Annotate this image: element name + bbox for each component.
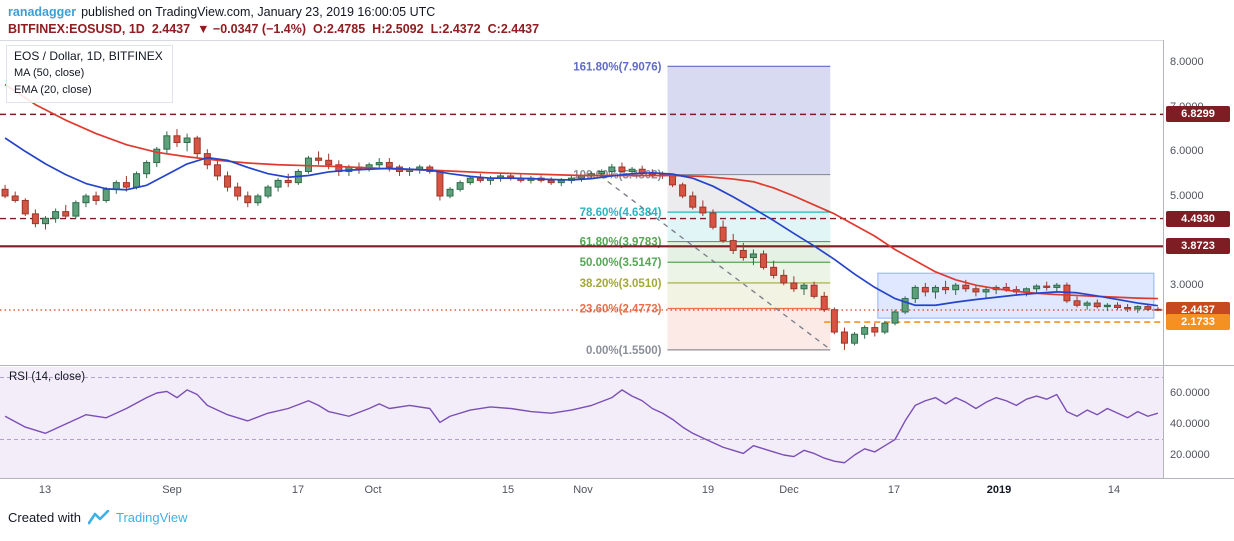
legend-symbol: EOS / Dollar, 1D, BITFINEX xyxy=(14,49,163,63)
price-axis-label: 6.0000 xyxy=(1170,145,1204,158)
price-axis[interactable]: 8.00007.00006.00005.00003.000060.000040.… xyxy=(1163,40,1234,478)
price-change: ▼ −0.0347 (−1.4%) xyxy=(197,22,307,36)
published-text: published on TradingView.com, January 23… xyxy=(81,5,436,19)
tradingview-logo-icon xyxy=(87,510,110,525)
chart-border xyxy=(0,40,1234,41)
fib-level-label: 0.00%(1.5500) xyxy=(586,345,662,357)
legend-ema: EMA (20, close) xyxy=(14,83,92,96)
low-value: L:2.4372 xyxy=(430,22,481,36)
fib-level-label: 23.60%(2.4773) xyxy=(580,304,662,316)
legend-ma: MA (50, close) xyxy=(14,67,85,79)
fib-level-label: 161.80%(7.9076) xyxy=(573,61,661,73)
time-axis-label: Dec xyxy=(779,484,799,496)
created-with-text: Created with xyxy=(8,510,81,525)
rsi-legend: RSI (14, close) xyxy=(9,371,86,383)
price-axis-badge: 2.4437 xyxy=(1166,302,1230,318)
time-axis[interactable]: 13 Sep 17 Oct 15 Nov 19 Dec 17 2019 14 xyxy=(0,478,1234,502)
chart-legend: EOS / Dollar, 1D, BITFINEX MA (50, close… xyxy=(6,45,173,103)
time-axis-label: Sep xyxy=(162,484,182,496)
author-username[interactable]: ranadagger xyxy=(8,5,77,19)
high-value: H:2.5092 xyxy=(372,22,424,36)
time-axis-label: Nov xyxy=(573,484,593,496)
time-axis-label: 13 xyxy=(38,484,52,496)
time-axis-label: 14 xyxy=(1107,484,1121,496)
price-axis-badge: 3.8723 xyxy=(1166,238,1230,255)
fib-level-label: 78.60%(4.6384) xyxy=(580,207,662,219)
time-axis-label: Oct xyxy=(364,484,382,496)
time-axis-label: 17 xyxy=(887,484,901,496)
price-chart-canvas[interactable]: 161.80%(7.9076)100.00%(5.4802)78.60%(4.6… xyxy=(0,40,1163,478)
price-axis-label: 3.0000 xyxy=(1170,279,1204,292)
publish-header: ranadagger published on TradingView.com, … xyxy=(8,5,435,19)
last-price: 2.4437 xyxy=(151,22,191,36)
time-axis-label: 2019 xyxy=(986,484,1012,496)
pane-separator[interactable] xyxy=(0,365,1234,366)
time-axis-label: 15 xyxy=(501,484,515,496)
rsi-axis-label: 20.0000 xyxy=(1170,449,1210,461)
rsi-axis-label: 60.0000 xyxy=(1170,387,1210,399)
symbol-name: BITFINEX:EOSUSD, 1D xyxy=(8,22,145,36)
price-axis-badge: 6.8299 xyxy=(1166,106,1230,123)
ema-line xyxy=(4,137,1159,307)
close-value: C:2.4437 xyxy=(487,22,540,36)
fib-level-label: 38.20%(3.0510) xyxy=(580,278,662,290)
price-axis-label: 5.0000 xyxy=(1170,190,1204,202)
time-axis-label: 19 xyxy=(701,484,715,496)
fib-level-label: 50.00%(3.5147) xyxy=(580,257,662,269)
price-axis-label: 8.0000 xyxy=(1170,56,1204,69)
horizontal-lines[interactable] xyxy=(0,113,1163,323)
price-axis-badge: 2.1733 xyxy=(1166,314,1230,331)
trend-line[interactable] xyxy=(599,174,831,350)
rsi-axis-label: 40.0000 xyxy=(1170,418,1210,430)
time-axis-label: 17 xyxy=(291,484,305,496)
rsi-line xyxy=(4,389,1159,464)
open-value: O:2.4785 xyxy=(313,22,366,36)
price-axis-badge: 4.4930 xyxy=(1166,210,1230,227)
footer: Created with TradingView xyxy=(8,509,188,526)
symbol-ohlc-line: BITFINEX:EOSUSD, 1D 2.4437 ▼ −0.0347 (−1.4… xyxy=(8,22,546,36)
candlestick-series xyxy=(1,129,1162,350)
rsi-pane-bg xyxy=(0,367,1163,478)
tradingview-brand-link[interactable]: TradingView xyxy=(115,510,188,525)
